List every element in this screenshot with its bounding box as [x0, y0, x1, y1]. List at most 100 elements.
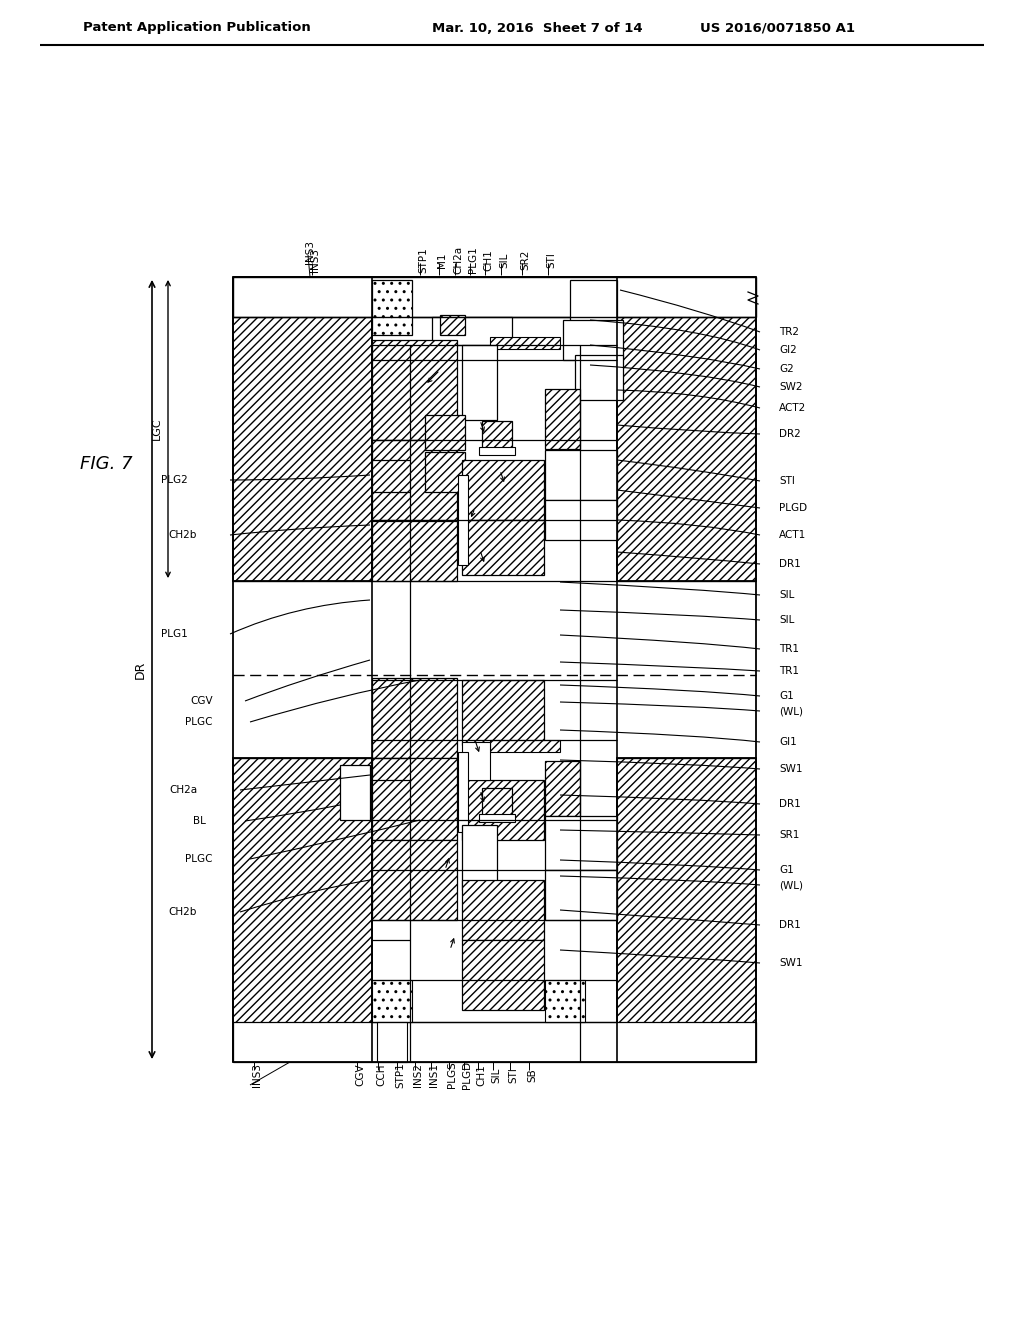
Bar	[570, 280, 617, 335]
Bar	[462, 459, 544, 520]
Bar	[372, 341, 457, 440]
Text: DR1: DR1	[779, 920, 801, 931]
Text: INS2: INS2	[413, 1063, 423, 1086]
Text: PLGS: PLGS	[447, 1061, 457, 1089]
Text: INS3: INS3	[305, 240, 315, 264]
Bar	[462, 880, 544, 940]
Bar	[233, 277, 372, 581]
Text: CGV: CGV	[355, 1064, 365, 1086]
Bar	[372, 840, 457, 920]
Text: CCH: CCH	[376, 1064, 386, 1086]
Bar	[545, 762, 580, 816]
Text: STI: STI	[546, 252, 556, 268]
Text: CH2a: CH2a	[453, 246, 463, 275]
Bar	[563, 319, 623, 360]
Bar	[482, 421, 512, 449]
Text: G2: G2	[779, 364, 794, 374]
Text: (WL): (WL)	[779, 880, 803, 890]
Text: SW1: SW1	[779, 764, 803, 774]
Bar	[440, 315, 465, 335]
Bar	[462, 680, 544, 744]
Bar	[482, 788, 512, 816]
Text: CH2b: CH2b	[169, 907, 197, 917]
Text: DR1: DR1	[779, 799, 801, 809]
Text: DR1: DR1	[779, 558, 801, 569]
Bar	[617, 277, 756, 581]
Bar	[233, 758, 372, 1063]
Bar	[377, 1022, 407, 1063]
Bar	[490, 741, 560, 752]
Text: GI1: GI1	[779, 737, 797, 747]
Bar	[432, 317, 512, 345]
Bar	[575, 355, 623, 400]
Bar	[490, 337, 560, 348]
Text: SR2: SR2	[520, 249, 530, 271]
Bar	[462, 825, 497, 890]
Bar	[545, 500, 617, 540]
Text: G1: G1	[779, 690, 794, 701]
Text: INS1: INS1	[429, 1063, 439, 1086]
Text: PLGC: PLGC	[185, 854, 213, 865]
Text: BL: BL	[194, 816, 206, 826]
Text: CH2a: CH2a	[169, 785, 197, 795]
Text: (WL): (WL)	[779, 706, 803, 715]
Bar	[372, 979, 412, 1022]
Text: PLGC: PLGC	[185, 717, 213, 727]
Text: SIL: SIL	[779, 590, 795, 601]
Text: SIL: SIL	[490, 1068, 501, 1082]
Text: US 2016/0071850 A1: US 2016/0071850 A1	[700, 21, 855, 34]
Text: SIL: SIL	[499, 252, 509, 268]
Bar	[462, 780, 544, 840]
Text: STI: STI	[508, 1067, 518, 1082]
Bar	[458, 475, 468, 565]
Text: GI2: GI2	[779, 345, 797, 355]
Text: TR1: TR1	[779, 644, 799, 653]
Bar	[462, 742, 490, 780]
Text: M1: M1	[437, 252, 447, 268]
Text: PLG1: PLG1	[161, 630, 188, 639]
Text: SB: SB	[527, 1068, 537, 1082]
Text: DR2: DR2	[779, 429, 801, 440]
Text: SW1: SW1	[779, 958, 803, 968]
Bar	[233, 277, 756, 317]
Text: INS3: INS3	[310, 248, 319, 272]
Text: SIL: SIL	[779, 615, 795, 624]
Bar	[462, 940, 544, 1010]
Text: STI: STI	[779, 477, 795, 486]
Text: G1: G1	[779, 865, 794, 875]
Text: ACT2: ACT2	[779, 403, 806, 413]
Bar	[545, 450, 617, 500]
Text: DR: DR	[133, 661, 146, 680]
Bar	[340, 766, 370, 820]
Text: PLG1: PLG1	[468, 247, 478, 273]
Text: CH1: CH1	[483, 249, 493, 271]
Text: TR1: TR1	[779, 667, 799, 676]
Text: CH1: CH1	[476, 1064, 486, 1086]
Text: STP1: STP1	[395, 1063, 406, 1088]
Bar	[372, 758, 457, 840]
Bar	[479, 447, 515, 455]
Text: SW2: SW2	[779, 381, 803, 392]
Bar	[545, 389, 580, 449]
Bar	[425, 451, 465, 492]
Bar	[372, 678, 457, 758]
Bar	[372, 440, 457, 520]
Text: SR1: SR1	[779, 830, 800, 840]
Text: LGC: LGC	[152, 417, 162, 441]
Text: CH2b: CH2b	[169, 531, 197, 540]
Text: PLGD: PLGD	[462, 1061, 472, 1089]
Bar	[425, 414, 465, 450]
Text: FIG. 7: FIG. 7	[80, 455, 133, 473]
Bar	[372, 521, 457, 581]
Text: ACT1: ACT1	[779, 531, 806, 540]
Text: INS3: INS3	[252, 1063, 262, 1086]
Text: PLGD: PLGD	[779, 503, 807, 513]
Bar	[479, 814, 515, 822]
Bar	[545, 816, 617, 870]
Bar	[462, 345, 497, 420]
Text: PLG2: PLG2	[161, 475, 188, 484]
Bar	[233, 1022, 756, 1063]
Text: TR2: TR2	[779, 327, 799, 337]
Bar	[545, 979, 585, 1022]
Bar	[372, 280, 412, 335]
